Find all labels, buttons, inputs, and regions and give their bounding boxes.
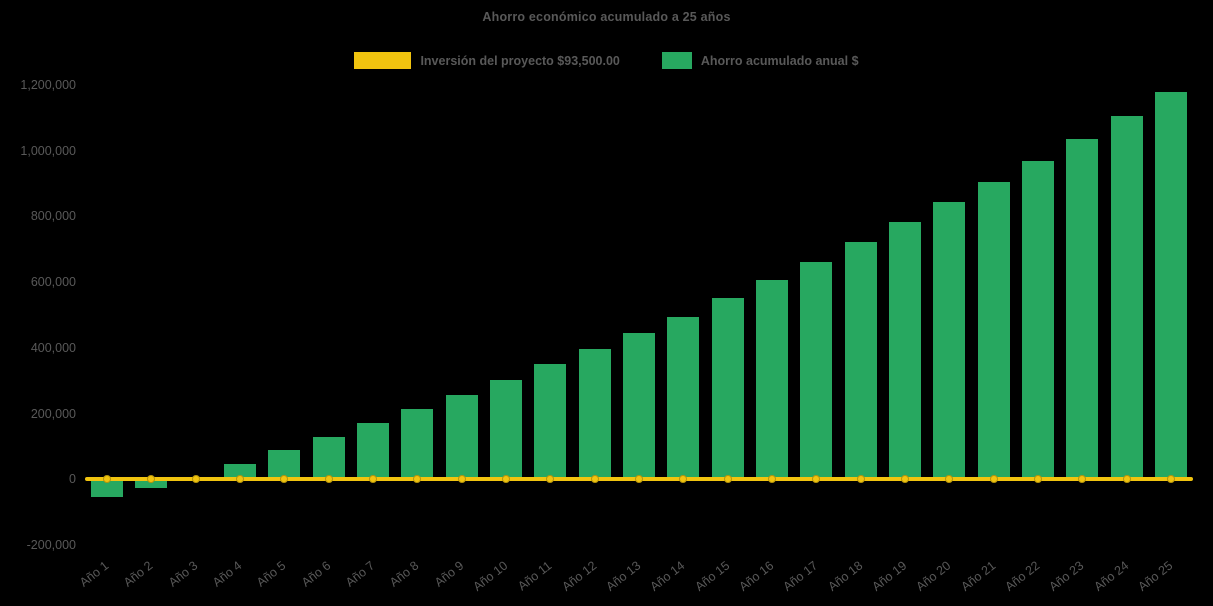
bar [534, 364, 567, 480]
bar [800, 261, 833, 480]
legend-item-savings: Ahorro acumulado anual $ [661, 52, 859, 69]
line-marker [1166, 475, 1175, 484]
bar [401, 408, 434, 480]
bar [623, 332, 655, 480]
investment-line-swatch [354, 52, 412, 69]
line-marker [546, 475, 555, 484]
y-tick-label: 600,000 [30, 275, 76, 290]
bar [578, 348, 611, 480]
bar [933, 201, 966, 480]
line-marker [723, 475, 732, 484]
bar [1110, 116, 1143, 480]
bar [91, 479, 124, 498]
line-marker [945, 475, 954, 484]
line-marker [280, 475, 289, 484]
line-marker [900, 475, 909, 484]
bar [755, 279, 788, 480]
bar [844, 241, 877, 480]
bar [711, 298, 744, 480]
bar [888, 222, 921, 480]
bar [224, 463, 257, 480]
line-marker [103, 475, 112, 484]
bar [1154, 92, 1187, 480]
bar [1066, 139, 1099, 480]
bar [977, 181, 1010, 480]
bar [490, 379, 523, 480]
bar [312, 436, 345, 480]
line-marker [502, 475, 511, 484]
bar [445, 394, 478, 480]
legend-item-investment: Inversión del proyecto $93,500.00 [354, 52, 620, 69]
legend-label-investment: Inversión del proyecto $93,500.00 [420, 53, 620, 68]
line-marker [191, 475, 200, 484]
y-tick-label: -200,000 [26, 538, 76, 552]
line-marker [1122, 475, 1131, 484]
y-tick-label: 800,000 [30, 209, 76, 224]
line-marker [590, 475, 599, 484]
bar [1021, 161, 1054, 480]
chart-title: Ahorro económico acumulado a 25 años [482, 10, 731, 24]
y-tick-label: 400,000 [30, 340, 76, 355]
y-tick-label: 1,000,000 [20, 143, 76, 158]
line-marker [369, 475, 378, 484]
line-marker [679, 475, 688, 484]
savings-bar-swatch [661, 52, 692, 69]
line-marker [812, 475, 821, 484]
line-marker [324, 475, 333, 484]
line-marker [1033, 475, 1042, 484]
plot-area [85, 85, 1193, 545]
line-marker [767, 475, 776, 484]
y-tick-label: 1,200,000 [20, 78, 76, 92]
line-marker [236, 475, 245, 484]
y-tick-label: 0 [69, 472, 76, 487]
legend: Inversión del proyecto $93,500.00 Ahorro… [0, 52, 1213, 69]
bar [667, 316, 700, 480]
line-marker [635, 475, 643, 484]
y-tick-label: 200,000 [30, 406, 76, 421]
line-marker [413, 475, 422, 484]
line-marker [457, 475, 466, 484]
legend-label-savings: Ahorro acumulado anual $ [700, 53, 859, 68]
bar [357, 422, 390, 480]
bar [268, 450, 301, 480]
line-marker [989, 475, 998, 484]
bar [135, 479, 168, 489]
line-marker [1078, 475, 1087, 484]
line-marker [147, 475, 156, 484]
line-marker [856, 475, 865, 484]
